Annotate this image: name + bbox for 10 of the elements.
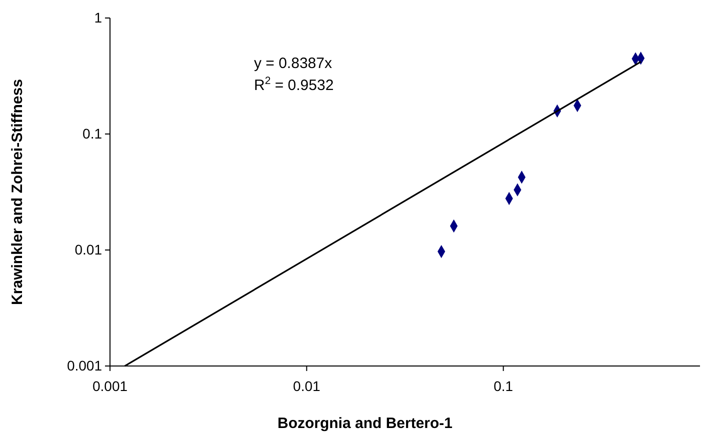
y-axis-title: Krawinkler and Zohrei-Stiffness (9, 79, 26, 305)
x-tick-label: 0.1 (494, 378, 514, 394)
y-tick-label: 0.1 (82, 125, 102, 142)
annotation: R$^{2}$ = 0.9532 (254, 75, 334, 94)
y-tick-label: 0.01 (74, 241, 102, 258)
x-axis-title: Bozorgnia and Bertero-1 (277, 415, 453, 432)
annotation: y = 0.8387x (254, 55, 332, 72)
x-tick-label: 0.01 (293, 378, 321, 394)
y-tick-label: 0.001 (66, 357, 102, 374)
y-tick-label: 1 (94, 9, 102, 26)
